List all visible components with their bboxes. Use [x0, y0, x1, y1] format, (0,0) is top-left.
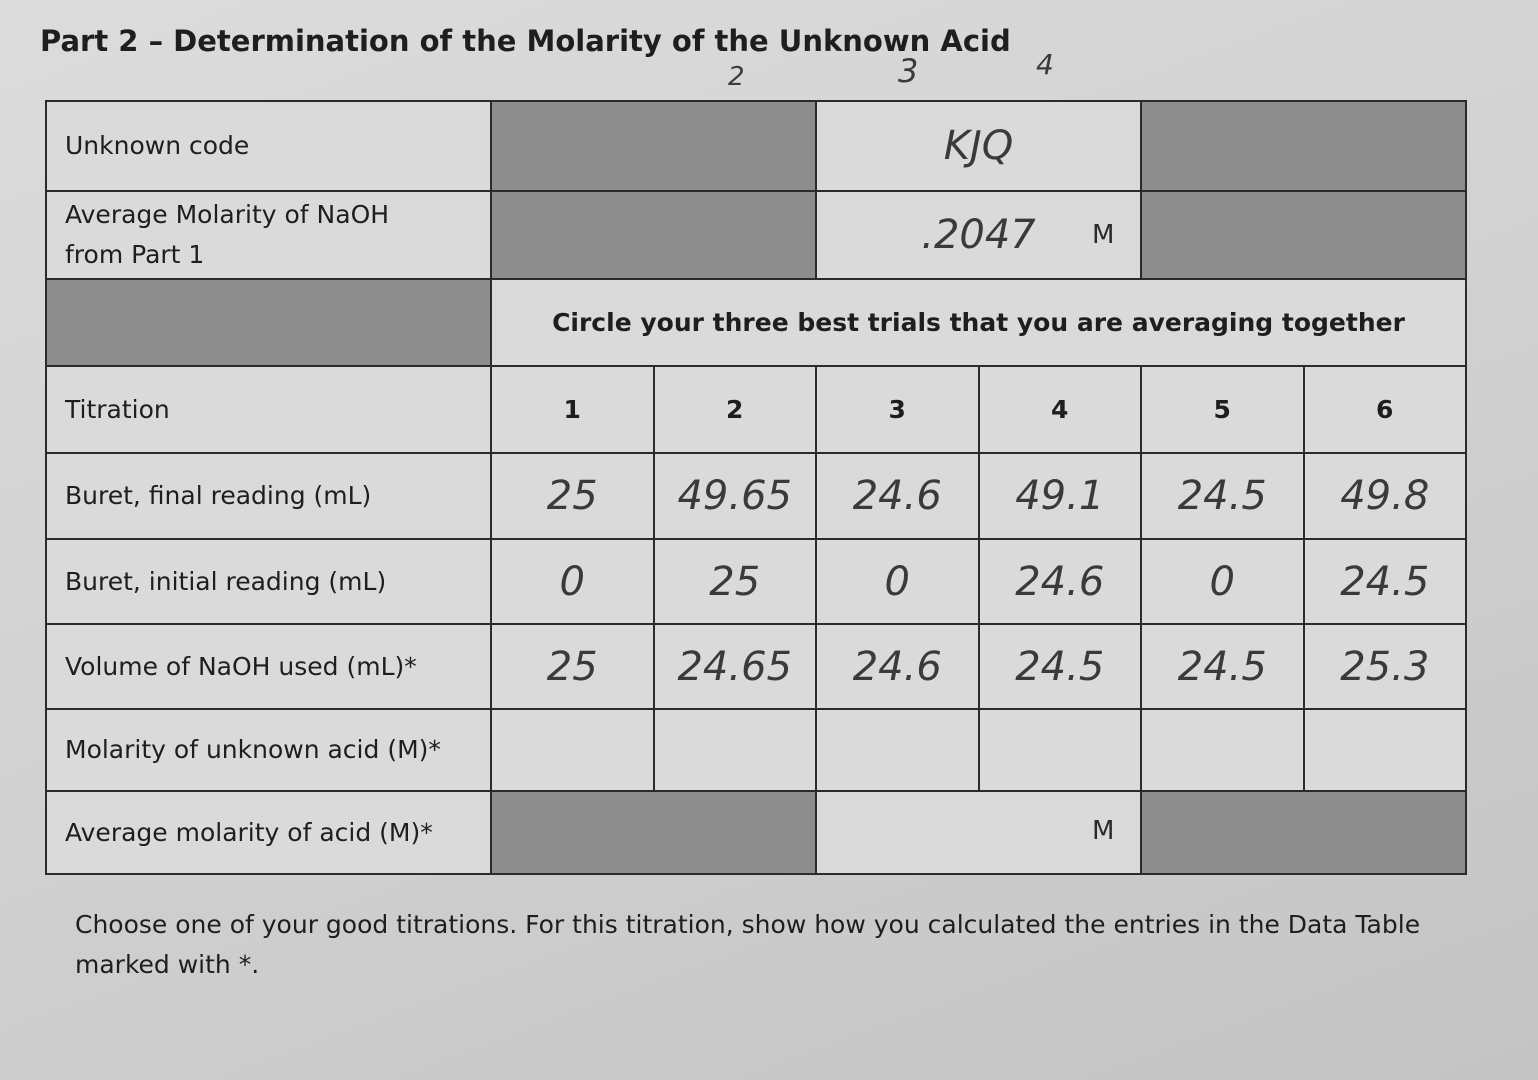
reading: 24.5 [977, 623, 1142, 710]
instruction: Circle your three best trials that you a… [490, 278, 1467, 367]
reading: 24.5 [1302, 538, 1467, 625]
empty-cell [815, 708, 980, 792]
empty-cell [652, 708, 817, 792]
trial-number: 2 [652, 365, 817, 454]
trial-mark: 2 [728, 62, 745, 92]
empty-cell [977, 708, 1142, 792]
row-label: Average Molarity of NaOH from Part 1 [45, 190, 492, 280]
row-label: Molarity of unknown acid (M)* [45, 708, 492, 792]
unit: M [1092, 816, 1115, 846]
trial-number: 1 [490, 365, 655, 454]
shaded-cell [1140, 790, 1467, 875]
reading: 24.5 [1140, 452, 1305, 540]
reading: 25 [490, 452, 655, 540]
trial-mark: 3 [898, 52, 919, 90]
reading: 24.5 [1140, 623, 1305, 710]
reading: 0 [490, 538, 655, 625]
reading: 0 [1140, 538, 1305, 625]
instructions: Choose one of your good titrations. For … [75, 910, 1421, 979]
title: Part 2 – Determination of the Molarity o… [40, 24, 1011, 58]
trial-number: 3 [815, 365, 980, 454]
trial-number: 5 [1140, 365, 1305, 454]
reading: 24.65 [652, 623, 817, 710]
reading: 24.6 [815, 623, 980, 710]
shaded-cell [490, 790, 817, 875]
row-label: Titration [45, 365, 492, 454]
row-label: Buret, final reading (mL) [45, 452, 492, 540]
trial-number: 4 [977, 365, 1142, 454]
reading: 0 [815, 538, 980, 625]
naoh-molarity: .2047 [815, 190, 1142, 280]
shaded-cell [1140, 190, 1467, 280]
shaded-cell [45, 278, 492, 367]
shaded-cell [490, 100, 817, 192]
trial-mark: 4 [1036, 48, 1054, 81]
reading: 24.6 [977, 538, 1142, 625]
empty-cell [815, 790, 1142, 875]
reading: 49.65 [652, 452, 817, 540]
shaded-cell [1140, 100, 1467, 192]
reading: 49.8 [1302, 452, 1467, 540]
row-label: Buret, initial reading (mL) [45, 538, 492, 625]
empty-cell [490, 708, 655, 792]
row-label: Average molarity of acid (M)* [45, 790, 492, 875]
unknown-code: KJQ [815, 100, 1142, 192]
unit: M [1092, 220, 1115, 250]
reading: 25.3 [1302, 623, 1467, 710]
reading: 25 [652, 538, 817, 625]
reading: 25 [490, 623, 655, 710]
row-label: Volume of NaOH used (mL)* [45, 623, 492, 710]
reading: 24.6 [815, 452, 980, 540]
shaded-cell [490, 190, 817, 280]
reading: 49.1 [977, 452, 1142, 540]
trial-number: 6 [1302, 365, 1467, 454]
empty-cell [1140, 708, 1305, 792]
row-label: Unknown code [45, 100, 492, 192]
empty-cell [1302, 708, 1467, 792]
